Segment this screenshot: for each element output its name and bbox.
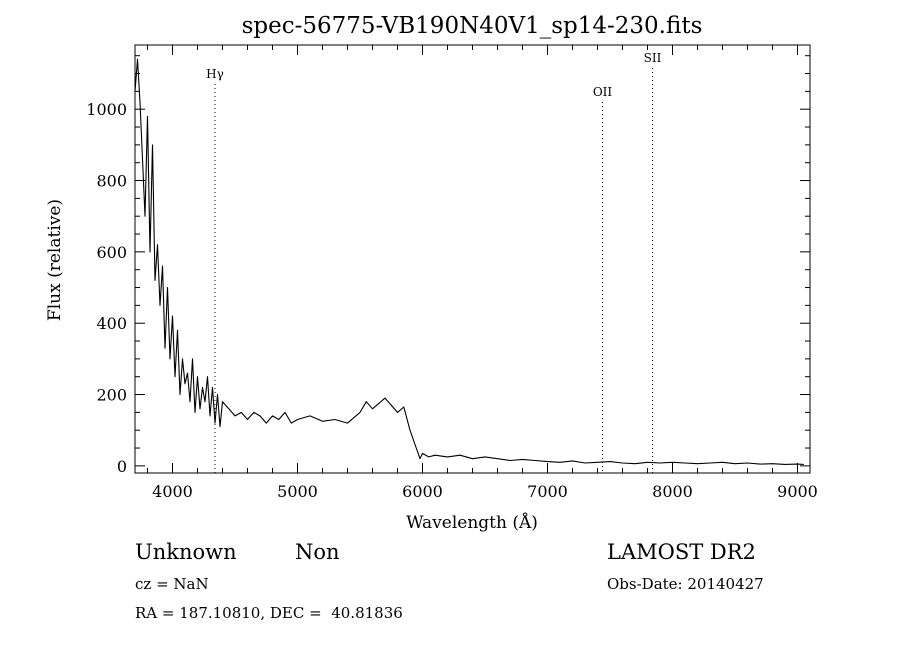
survey-label: LAMOST DR2 bbox=[607, 540, 756, 564]
subclass-label: Non bbox=[295, 540, 340, 564]
class-label: Unknown bbox=[135, 540, 237, 564]
x-tick-label: 6000 bbox=[402, 482, 443, 501]
x-tick-label: 5000 bbox=[277, 482, 318, 501]
x-tick-label: 9000 bbox=[777, 482, 818, 501]
obs-date-label: Obs-Date: 20140427 bbox=[607, 575, 764, 593]
chart-title: spec-56775-VB190N40V1_sp14-230.fits bbox=[242, 13, 703, 39]
spectrum-series-line bbox=[134, 58, 804, 465]
line-marker-label: Hγ bbox=[206, 67, 224, 81]
x-tick-label: 7000 bbox=[527, 482, 568, 501]
y-tick-label: 200 bbox=[96, 386, 127, 405]
x-tick-label: 8000 bbox=[652, 482, 693, 501]
coords-label: RA = 187.10810, DEC = 40.81836 bbox=[135, 604, 403, 622]
line-marker-label: OII bbox=[593, 85, 613, 99]
y-tick-label: 1000 bbox=[86, 100, 127, 119]
line-marker-label: SII bbox=[644, 51, 662, 65]
redshift-label: cz = NaN bbox=[135, 575, 209, 593]
x-axis-label: Wavelength (Å) bbox=[406, 512, 538, 533]
y-tick-label: 800 bbox=[96, 172, 127, 191]
y-tick-label: 0 bbox=[117, 457, 127, 476]
plot-frame bbox=[134, 44, 811, 474]
y-axis-label: Flux (relative) bbox=[45, 199, 65, 321]
y-tick-label: 400 bbox=[96, 314, 127, 333]
y-tick-label: 600 bbox=[96, 243, 127, 262]
x-tick-label: 4000 bbox=[152, 482, 193, 501]
